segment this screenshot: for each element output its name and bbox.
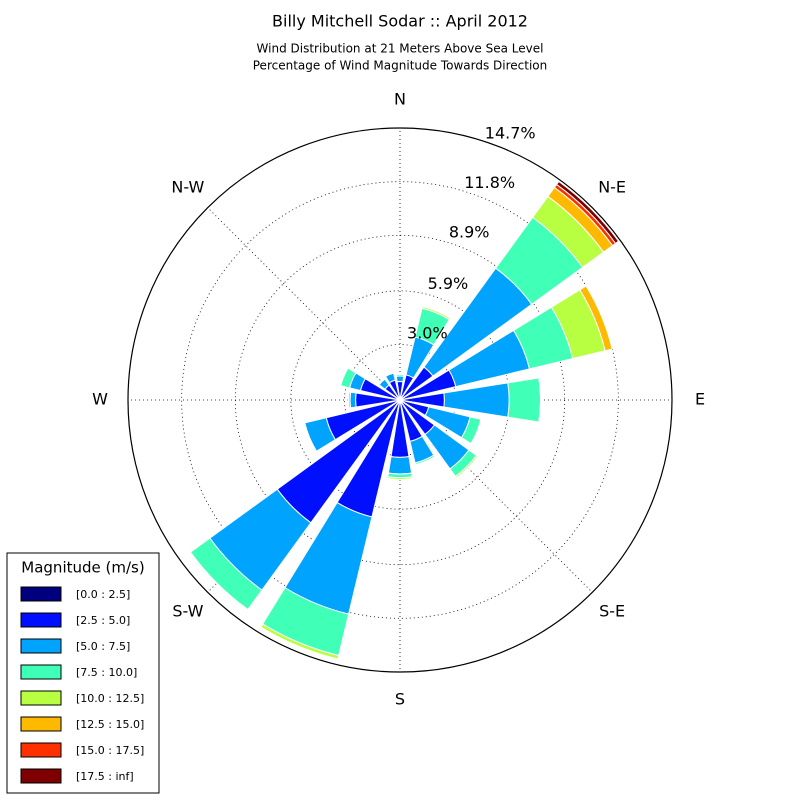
legend-label: [10.0 : 12.5] bbox=[76, 692, 144, 705]
direction-label: S-E bbox=[599, 602, 625, 621]
bar-segment bbox=[395, 375, 405, 383]
legend-swatch bbox=[20, 742, 62, 758]
radial-grid-line bbox=[399, 399, 593, 593]
direction-label: E bbox=[695, 390, 705, 409]
legend-label: [15.0 : 17.5] bbox=[76, 744, 144, 757]
legend-swatch bbox=[20, 638, 62, 654]
bar-segment bbox=[340, 367, 349, 386]
labels: N N-E E S-E S S-W W N-W 3.0% 5.9% 8.9% 11.8% 14.7% bbox=[92, 90, 705, 709]
legend: Magnitude (m/s) [0.0 : 2.5] [2.5 : 5.0] [5.… bbox=[6, 552, 160, 794]
bar-segment bbox=[304, 422, 317, 452]
legend-swatch bbox=[20, 664, 62, 680]
legend-swatch bbox=[20, 716, 62, 732]
legend-label: [12.5 : 15.0] bbox=[76, 718, 144, 731]
r-tick-label: 3.0% bbox=[407, 323, 448, 342]
legend-swatch bbox=[20, 612, 62, 628]
bar-segment bbox=[387, 456, 413, 475]
bar-segment bbox=[555, 180, 620, 245]
direction-label: S-W bbox=[172, 602, 203, 621]
legend-swatch bbox=[20, 768, 62, 784]
legend-label: [0.0 : 2.5] bbox=[76, 588, 130, 601]
outer-circle bbox=[127, 127, 673, 673]
r-tick-label: 11.8% bbox=[464, 173, 515, 192]
bar-segment bbox=[507, 377, 542, 423]
direction-label: N bbox=[394, 90, 406, 109]
chart-subtitle: Wind Distribution at 21 Meters Above Sea… bbox=[257, 42, 544, 56]
bar-segment bbox=[443, 382, 510, 418]
chart-subtitle: Percentage of Wind Magnitude Towards Dir… bbox=[253, 59, 547, 73]
legend-swatch bbox=[20, 690, 62, 706]
direction-label: S bbox=[395, 690, 405, 709]
legend-title: Magnitude (m/s) bbox=[21, 559, 144, 577]
bars bbox=[189, 180, 620, 660]
legend-label: [2.5 : 5.0] bbox=[76, 614, 130, 627]
bar-segment bbox=[349, 391, 357, 409]
direction-label: W bbox=[92, 390, 108, 409]
direction-label: N-W bbox=[171, 177, 204, 196]
grid bbox=[127, 127, 673, 673]
legend-label: [5.0 : 7.5] bbox=[76, 640, 130, 653]
direction-label: N-E bbox=[598, 177, 626, 196]
bar-segment bbox=[260, 626, 338, 660]
legend-label: [7.5 : 10.0] bbox=[76, 666, 137, 679]
legend-label: [17.5 : inf] bbox=[76, 770, 134, 783]
r-tick-label: 8.9% bbox=[449, 223, 490, 242]
legend-swatch bbox=[20, 586, 62, 602]
grid-circle bbox=[181, 181, 619, 619]
chart-title: Billy Mitchell Sodar :: April 2012 bbox=[272, 12, 528, 31]
radial-grid-line bbox=[207, 207, 401, 401]
r-tick-label: 5.9% bbox=[428, 274, 469, 293]
r-tick-label: 14.7% bbox=[485, 123, 536, 142]
